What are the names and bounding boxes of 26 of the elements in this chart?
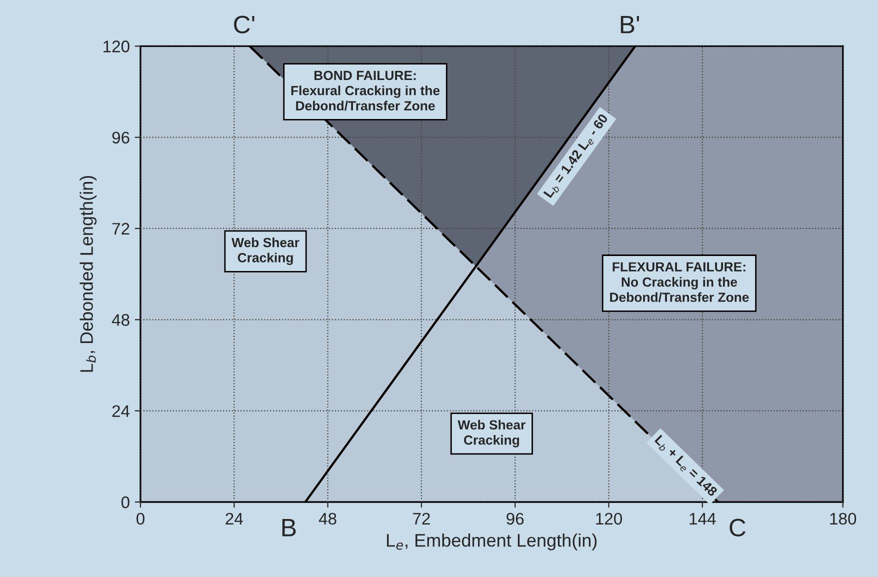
- annotation: C': [234, 16, 254, 34]
- y-tick-label: 120: [104, 40, 130, 52]
- x-tick-label: 180: [830, 512, 856, 525]
- y-tick-label: 96: [112, 132, 130, 144]
- y-axis-title: L$_{b}$, Debonded Length(in): [80, 176, 97, 372]
- y-tick-label: 48: [112, 314, 130, 326]
- annotation: Web Shear Cracking: [458, 420, 526, 448]
- x-tick-label: 48: [318, 512, 336, 525]
- annotation: C: [730, 518, 746, 536]
- x-tick-label: 24: [226, 512, 243, 524]
- annotation: B: [282, 519, 296, 536]
- x-tick-label: 72: [413, 512, 430, 524]
- annotation: L$_{b}$ + L$_{e}$ = 148: [652, 434, 718, 498]
- annotation: Web Shear Cracking: [232, 238, 300, 266]
- y-tick-label: 24: [112, 405, 130, 417]
- annotation: L$_{b}$ = 1.42 L$_{e}$ - 60: [543, 113, 610, 200]
- x-tick-label: 0: [136, 512, 144, 525]
- y-tick-label: 72: [112, 222, 130, 235]
- x-tick-label: 96: [506, 512, 524, 525]
- annotation: BOND FAILURE: Flexural Cracking in the Debond/Transfer Zone: [291, 70, 440, 111]
- x-tick-label: 144: [690, 513, 716, 524]
- x-tick-label: 120: [596, 512, 622, 525]
- annotation: B': [620, 16, 640, 34]
- annotation: FLEXURAL FAILURE: No Cracking in the Debond/Transfer Zone: [610, 262, 749, 302]
- y-tick-label: 0: [121, 496, 130, 508]
- x-axis-title: L$_{e}$, Embedment Length(in): [386, 534, 597, 550]
